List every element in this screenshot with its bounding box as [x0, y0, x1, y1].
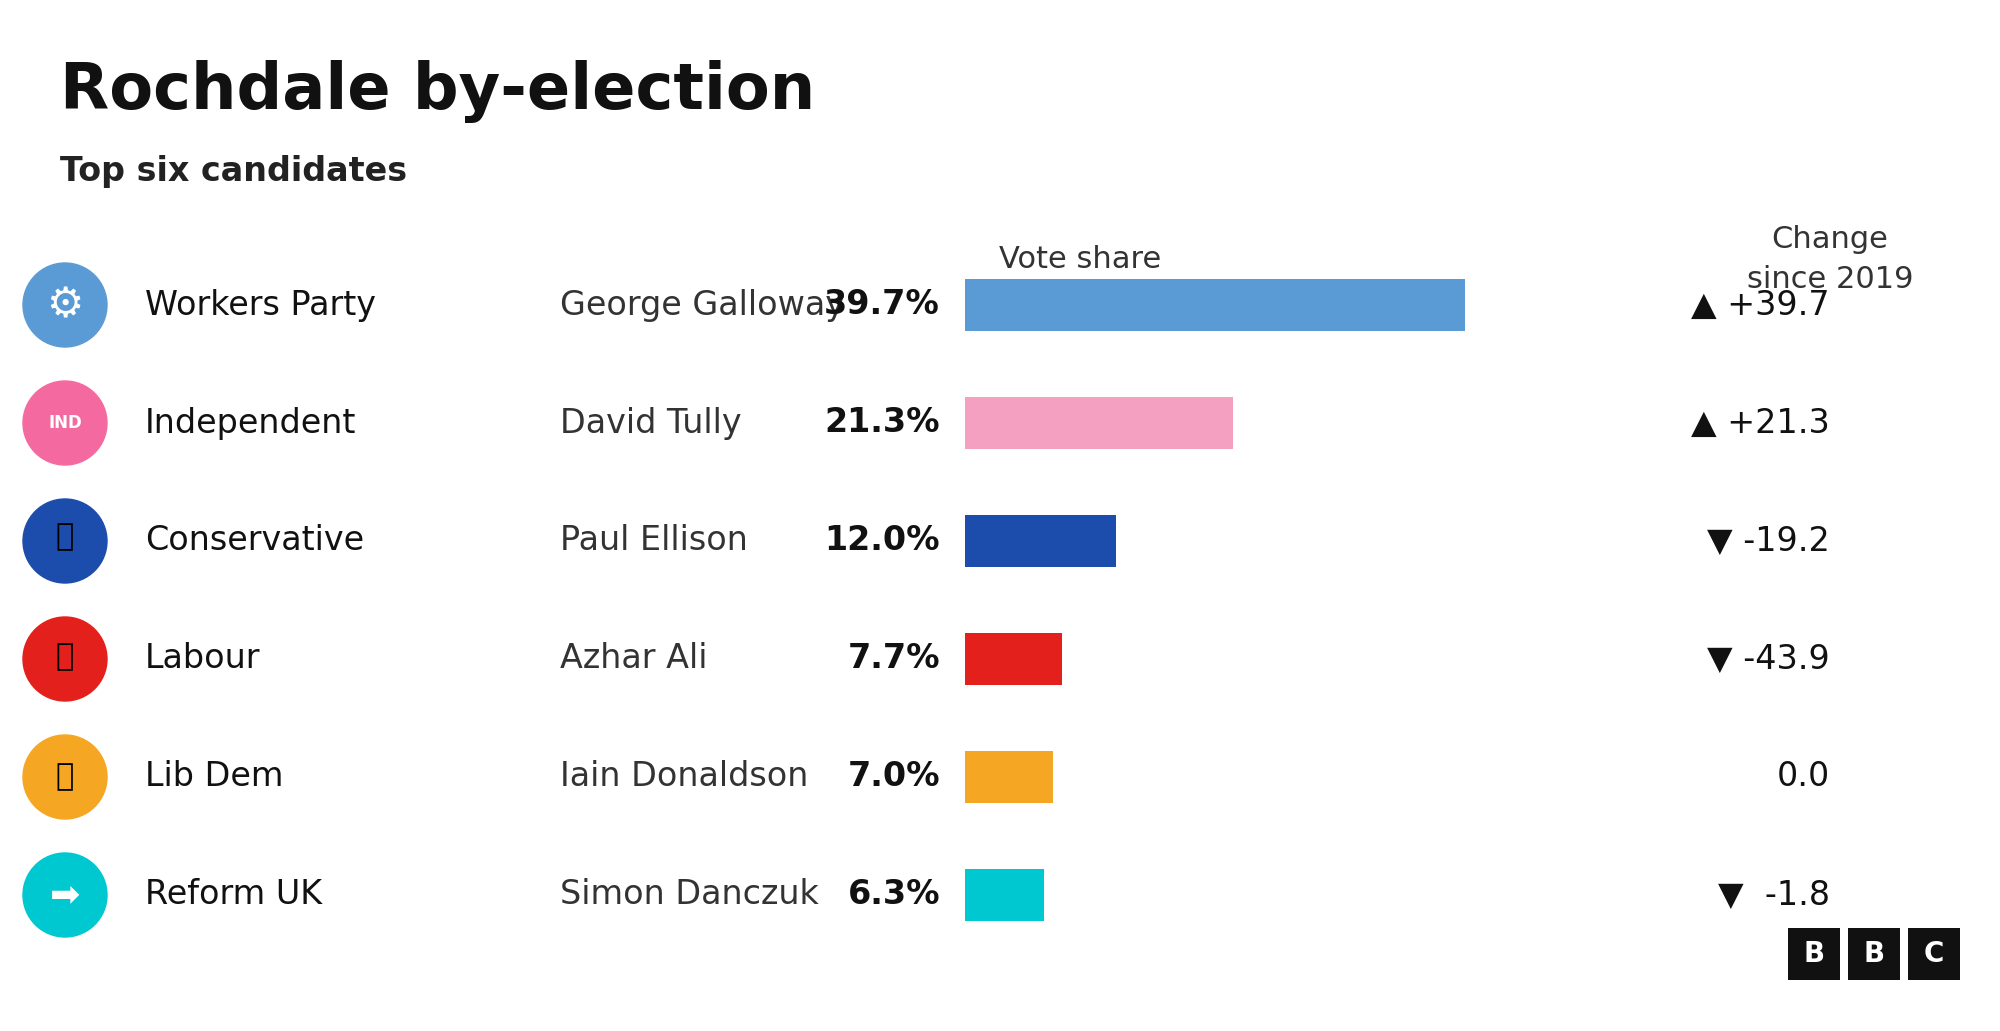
Text: 🌹: 🌹	[56, 642, 74, 671]
FancyBboxPatch shape	[1848, 928, 1900, 980]
Text: 🌿: 🌿	[56, 763, 74, 792]
Circle shape	[24, 735, 108, 819]
Text: Iain Donaldson: Iain Donaldson	[560, 761, 808, 794]
FancyBboxPatch shape	[964, 279, 1464, 331]
Text: George Galloway: George Galloway	[560, 289, 844, 322]
Text: 12.0%: 12.0%	[824, 525, 940, 558]
Circle shape	[24, 499, 108, 583]
FancyBboxPatch shape	[964, 751, 1054, 803]
Text: C: C	[1924, 940, 1944, 968]
Text: Lib Dem: Lib Dem	[144, 761, 284, 794]
Text: 🌳: 🌳	[56, 523, 74, 552]
Text: Top six candidates: Top six candidates	[60, 155, 408, 188]
Text: B: B	[1804, 940, 1824, 968]
Text: 7.0%: 7.0%	[848, 761, 940, 794]
Text: Vote share: Vote share	[998, 245, 1162, 274]
Text: ▲ +39.7: ▲ +39.7	[1692, 289, 1830, 322]
Text: ▼ -43.9: ▼ -43.9	[1708, 642, 1830, 675]
Text: 6.3%: 6.3%	[848, 878, 940, 911]
Text: ▼ -19.2: ▼ -19.2	[1708, 525, 1830, 558]
Text: David Tully: David Tully	[560, 406, 742, 439]
FancyBboxPatch shape	[964, 869, 1044, 921]
Text: 7.7%: 7.7%	[848, 642, 940, 675]
Circle shape	[24, 263, 108, 347]
Text: Rochdale by-election: Rochdale by-election	[60, 60, 816, 123]
Text: Change
since 2019: Change since 2019	[1746, 225, 1914, 295]
Text: Labour: Labour	[144, 642, 260, 675]
Text: Workers Party: Workers Party	[144, 289, 376, 322]
FancyBboxPatch shape	[1788, 928, 1840, 980]
Text: 0.0: 0.0	[1776, 761, 1830, 794]
Text: B: B	[1864, 940, 1884, 968]
FancyBboxPatch shape	[964, 633, 1062, 685]
Text: Conservative: Conservative	[144, 525, 364, 558]
Circle shape	[24, 853, 108, 937]
Text: ⚙: ⚙	[46, 284, 84, 326]
Text: 21.3%: 21.3%	[824, 406, 940, 439]
Text: 39.7%: 39.7%	[824, 289, 940, 322]
Circle shape	[24, 381, 108, 465]
Text: Simon Danczuk: Simon Danczuk	[560, 878, 818, 911]
Text: ▼  -1.8: ▼ -1.8	[1718, 878, 1830, 911]
Text: Independent: Independent	[144, 406, 356, 439]
Text: Azhar Ali: Azhar Ali	[560, 642, 708, 675]
Text: IND: IND	[48, 414, 82, 432]
FancyBboxPatch shape	[1908, 928, 1960, 980]
Text: Reform UK: Reform UK	[144, 878, 322, 911]
Text: ➡: ➡	[50, 878, 80, 912]
Text: ▲ +21.3: ▲ +21.3	[1692, 406, 1830, 439]
Text: Paul Ellison: Paul Ellison	[560, 525, 748, 558]
Circle shape	[24, 617, 108, 701]
FancyBboxPatch shape	[964, 397, 1234, 448]
FancyBboxPatch shape	[964, 516, 1116, 567]
